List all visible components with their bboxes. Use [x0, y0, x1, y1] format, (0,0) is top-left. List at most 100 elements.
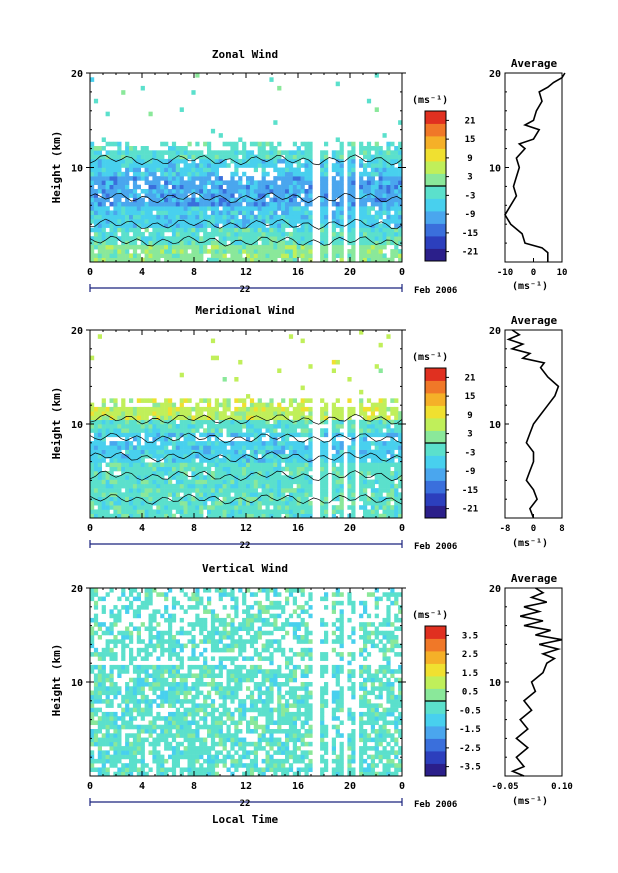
meridional-heatmap-cell: [93, 415, 99, 421]
meridional-heatmap-cell: [179, 513, 184, 519]
zonal-heatmap-cell: [144, 249, 149, 254]
meridional-heatmap-cell: [292, 406, 297, 412]
zonal-heatmap-cell: [300, 236, 305, 241]
zonal-heatmap-cell: [117, 257, 122, 263]
meridional-heatmap-cell: [331, 359, 336, 365]
vertical-heatmap-cell: [335, 758, 340, 764]
vertical-heatmap-cell: [265, 758, 270, 764]
zonal-heatmap-cell: [370, 231, 375, 237]
meridional-heatmap-cell: [296, 458, 301, 463]
zonal-heatmap-cell: [390, 158, 395, 164]
zonal-heatmap-cell: [331, 150, 336, 155]
zonal-heatmap-cell: [382, 150, 387, 155]
zonal-heatmap-cell: [132, 249, 138, 254]
meridional-heatmap-cell: [300, 505, 305, 510]
meridional-heatmap-cell: [398, 458, 403, 463]
zonal-heatmap-cell: [386, 171, 391, 177]
vertical-heatmap-cell: [175, 711, 180, 717]
zonal-heatmap-cell: [339, 257, 344, 263]
vertical-heatmap-cell: [207, 711, 212, 717]
zonal-heatmap-cell: [300, 206, 305, 211]
meridional-heatmap-cell: [179, 449, 184, 455]
meridional-heatmap-cell: [90, 488, 95, 493]
zonal-heatmap-cell: [207, 176, 212, 181]
zonal-heatmap-cell: [370, 244, 375, 250]
meridional-heatmap-cell: [191, 488, 196, 493]
vertical-heatmap-cell: [296, 754, 301, 760]
meridional-heatmap-cell: [253, 441, 258, 446]
meridional-heatmap-cell: [93, 453, 99, 459]
meridional-heatmap-cell: [144, 424, 149, 429]
meridional-heatmap-cell: [347, 406, 352, 412]
zonal-heatmap-cell: [331, 180, 336, 185]
zonal-heatmap-cell: [144, 163, 149, 168]
vertical-heatmap-cell: [125, 763, 130, 768]
zonal-heatmap-cell: [273, 184, 278, 190]
meridional-heatmap-cell: [226, 424, 231, 429]
meridional-heatmap-cell: [136, 398, 141, 403]
zonal-heatmap-cell: [132, 184, 138, 190]
zonal-heatmap-cell: [156, 206, 161, 211]
meridional-heatmap-cell: [97, 500, 102, 506]
zonal-heatmap-cell: [300, 188, 305, 194]
meridional-heatmap-cell: [203, 479, 208, 485]
zonal-heatmap-cell: [214, 227, 219, 233]
zonal-heatmap-cell: [234, 249, 239, 254]
zonal-heatmap-cell: [370, 167, 375, 173]
vertical-heatmap-cell: [253, 707, 258, 713]
meridional-heatmap-cell: [183, 398, 188, 403]
zonal-heatmap-cell: [97, 163, 102, 168]
meridional-heatmap-cell: [125, 462, 130, 468]
vertical-heatmap-cell: [179, 733, 184, 738]
zonal-heatmap-cell: [156, 253, 161, 259]
zonal-heatmap-cell: [97, 167, 102, 173]
meridional-heatmap-cell: [234, 483, 239, 489]
meridional-heatmap-cell: [203, 466, 208, 472]
zonal-heatmap-cell: [347, 188, 352, 194]
meridional-heatmap-cell: [292, 509, 297, 515]
meridional-heatmap-cell: [351, 419, 356, 425]
meridional-heatmap-cell: [277, 411, 282, 416]
meridional-heatmap-cell: [148, 483, 153, 489]
meridional-heatmap-cell: [218, 419, 223, 425]
zonal-heatmap-cell: [265, 201, 270, 207]
meridional-heatmap-cell: [378, 488, 383, 493]
zonal-colorbar-segment: [425, 248, 446, 262]
zonal-heatmap-cell: [183, 236, 188, 241]
zonal-heatmap-cell: [363, 154, 368, 160]
vertical-heatmap-cell: [136, 737, 141, 743]
vertical-heatmap-cell: [292, 746, 297, 751]
vertical-heatmap-cell: [288, 729, 294, 734]
vertical-heatmap-cell: [210, 707, 216, 713]
meridional-heatmap-cell: [359, 424, 364, 429]
vertical-heatmap-cell: [191, 716, 196, 721]
meridional-heatmap-cell: [179, 462, 184, 468]
zonal-heatmap-cell: [292, 201, 297, 207]
meridional-heatmap-cell: [144, 441, 149, 446]
vertical-heatmap-cell: [179, 729, 184, 734]
vertical-heatmap-cell: [378, 724, 383, 730]
meridional-heatmap-cell: [183, 475, 188, 480]
meridional-heatmap-cell: [359, 441, 364, 446]
zonal-heatmap-cell: [144, 167, 149, 173]
meridional-heatmap-cell: [113, 500, 118, 506]
meridional-heatmap-cell: [214, 509, 219, 515]
meridional-heatmap-cell: [324, 441, 329, 446]
zonal-heatmap-cell: [304, 206, 309, 211]
vertical-heatmap-cell: [339, 771, 344, 777]
meridional-heatmap-cell: [242, 406, 247, 412]
meridional-heatmap-cell: [214, 424, 219, 429]
meridional-heatmap-cell: [230, 424, 235, 429]
zonal-heatmap-cell: [226, 197, 231, 203]
meridional-heatmap-cell: [156, 513, 161, 519]
vertical-heatmap-cell: [234, 767, 239, 773]
meridional-heatmap-cell: [292, 428, 297, 433]
zonal-heatmap-cell: [226, 180, 231, 185]
meridional-heatmap-cell: [378, 479, 383, 485]
meridional-heatmap-cell: [183, 428, 188, 433]
meridional-heatmap-cell: [378, 424, 383, 429]
zonal-heatmap-cell: [288, 214, 294, 220]
zonal-heatmap-cell: [269, 77, 274, 82]
meridional-heatmap-cell: [183, 500, 188, 506]
zonal-heatmap-cell: [246, 180, 251, 185]
